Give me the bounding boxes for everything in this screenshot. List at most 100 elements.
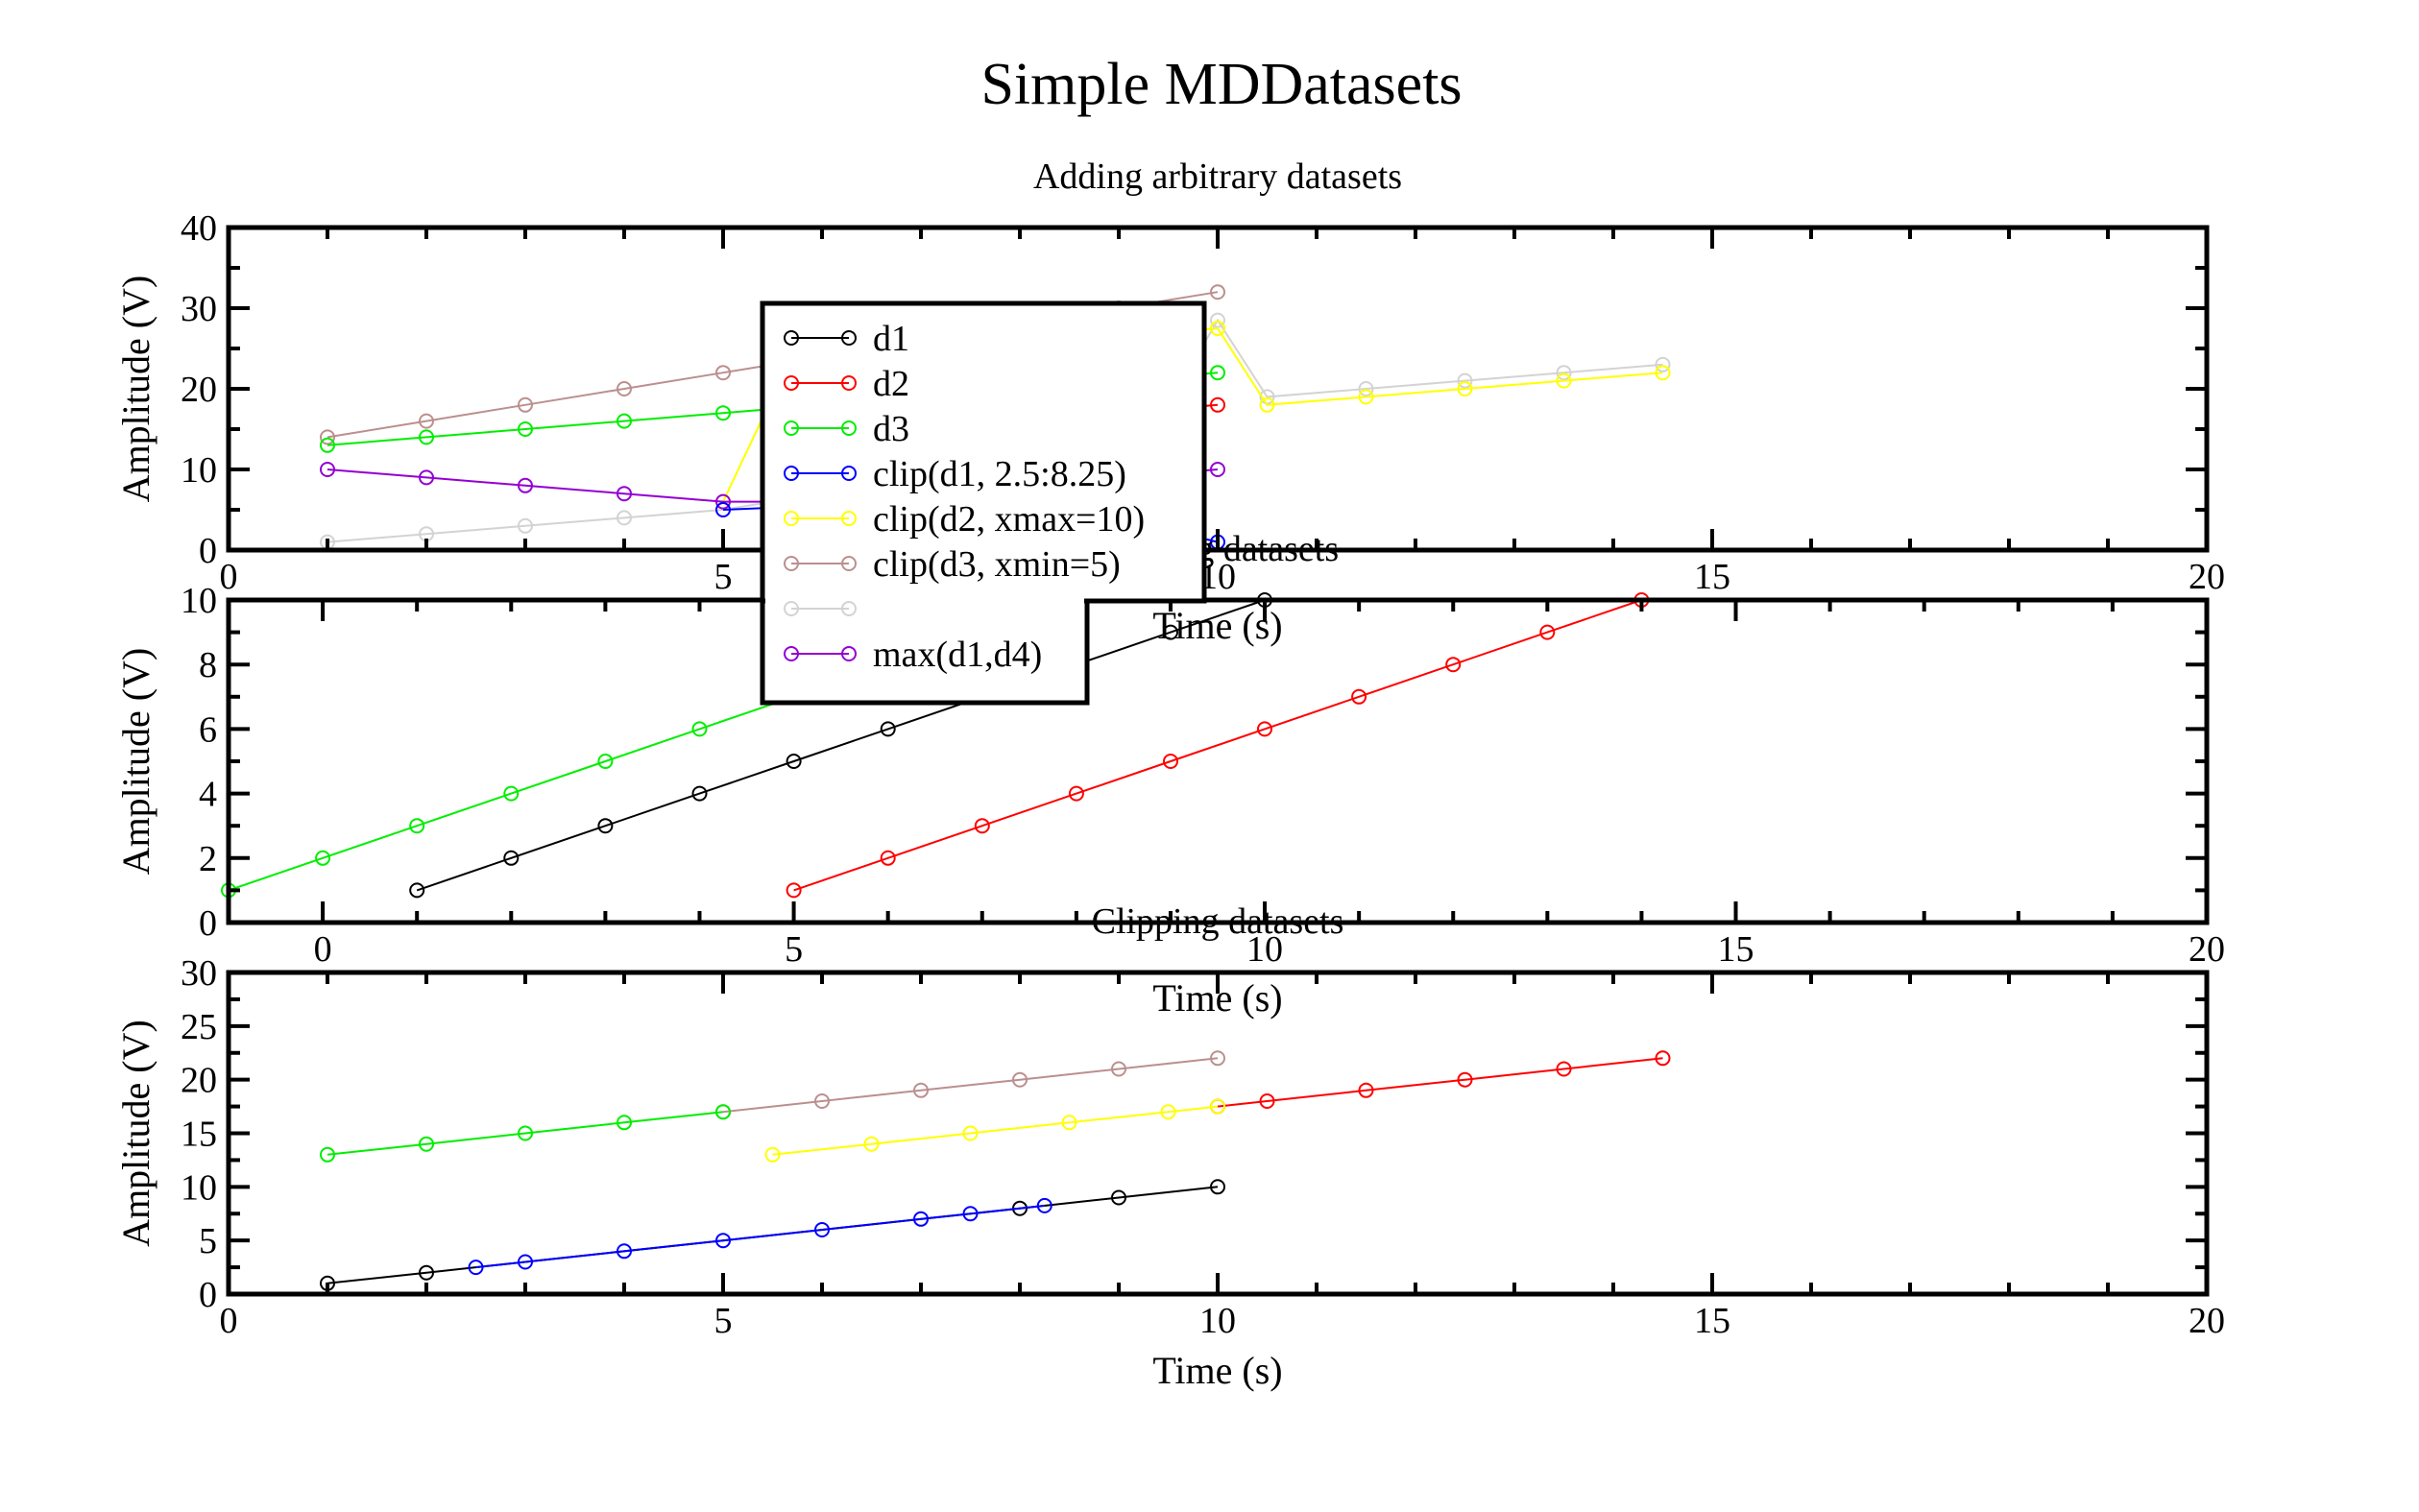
data-point — [617, 1243, 632, 1260]
y-tick-label: 20 — [181, 1061, 217, 1101]
legend-entry: clip(d3, xmin=5) — [784, 544, 1121, 585]
x-tick-label: 20 — [2189, 929, 2225, 970]
data-point — [1556, 1061, 1572, 1077]
data-point — [1210, 1098, 1225, 1115]
data-point — [715, 405, 731, 421]
legend-entry: clip(d2, xmax=10) — [784, 499, 1145, 540]
data-point — [518, 421, 533, 437]
legend-marker — [841, 556, 857, 571]
data-point — [320, 437, 335, 453]
legend-label: clip(d2, xmax=10) — [873, 499, 1145, 540]
legend-entry: d2 — [784, 364, 909, 404]
data-point — [863, 1136, 880, 1152]
data-point — [880, 850, 896, 866]
data-point — [1163, 624, 1178, 640]
data-point — [880, 721, 896, 737]
series-line — [475, 1204, 1045, 1269]
data-point — [1210, 1050, 1225, 1067]
data-point — [1259, 396, 1275, 413]
data-point — [1556, 365, 1572, 381]
data-point — [617, 486, 632, 502]
data-point — [518, 477, 533, 493]
data-point — [1457, 372, 1473, 389]
data-point — [518, 1254, 533, 1270]
x-tick-label: 5 — [785, 929, 803, 970]
data-point — [962, 1206, 979, 1222]
legend-marker — [841, 420, 857, 436]
data-point — [320, 429, 335, 445]
data-point — [1210, 284, 1225, 300]
data-point — [503, 850, 520, 866]
x-tick-label: 0 — [220, 557, 238, 597]
plot-frame — [226, 225, 2210, 553]
data-point — [468, 1260, 484, 1276]
legend-marker — [784, 646, 799, 661]
figure-title: Simple MDDatasets — [980, 52, 1462, 117]
plot-title: Adding arbitrary datasets — [1033, 156, 1402, 197]
legend-label: d1 — [873, 319, 909, 359]
x-tick-label: 20 — [2189, 1301, 2225, 1341]
data-point — [1210, 462, 1225, 477]
legend: d1 d2 d3 clip(d1, 2.5:8.25) clip(d2, xmax=10… — [760, 300, 1207, 706]
data-point — [1358, 1082, 1374, 1098]
legend-marker — [841, 375, 857, 391]
data-point — [1111, 1061, 1126, 1077]
y-tick-label: 10 — [181, 450, 217, 491]
data-point — [1061, 1115, 1077, 1131]
legend-label: clip(d3, xmin=5) — [873, 544, 1121, 585]
data-point — [1210, 312, 1225, 328]
data-point — [597, 754, 614, 769]
data-point — [518, 517, 533, 534]
x-axis-label: Time (s) — [1152, 1349, 1282, 1392]
series-red — [786, 592, 1650, 899]
legend-entry: d1 — [784, 319, 909, 359]
data-point — [1358, 381, 1374, 396]
y-tick-label: 40 — [181, 208, 217, 249]
data-point — [1210, 1179, 1225, 1195]
data-point — [419, 469, 434, 486]
data-point — [1457, 381, 1473, 396]
data-point — [1351, 688, 1367, 705]
data-point — [1111, 1189, 1126, 1206]
data-point — [913, 1082, 929, 1098]
data-point — [518, 396, 533, 413]
legend-box — [760, 300, 1207, 604]
series-line — [793, 599, 1642, 892]
data-point — [1068, 785, 1084, 802]
series-line — [1217, 1057, 1663, 1108]
y-tick-label: 25 — [181, 1007, 217, 1047]
data-point — [1257, 721, 1272, 737]
series-blue — [468, 1197, 1052, 1276]
data-point — [715, 1233, 731, 1249]
data-point — [320, 462, 335, 477]
legend-label: d3 — [873, 409, 909, 449]
data-point — [617, 1115, 632, 1131]
legend-label: clip(d1, 2.5:8.25) — [873, 454, 1126, 494]
data-point — [419, 429, 434, 445]
data-point — [715, 1104, 731, 1120]
data-point — [518, 1125, 533, 1141]
data-point — [597, 818, 614, 834]
legend-label: max(d1,d4) — [873, 635, 1042, 675]
x-tick-label: 5 — [714, 1301, 733, 1341]
data-point — [617, 413, 632, 429]
legend-entry — [784, 601, 857, 616]
legend-marker — [784, 330, 799, 346]
legend-marker — [841, 601, 857, 616]
y-tick-label: 15 — [181, 1115, 217, 1155]
data-point — [1210, 396, 1225, 413]
series-red — [1210, 1050, 1671, 1115]
data-point — [764, 1146, 781, 1163]
data-point — [691, 721, 708, 737]
data-point — [409, 882, 425, 899]
data-point — [1160, 1104, 1176, 1120]
x-tick-label: 15 — [1718, 929, 1754, 970]
legend-entry: d3 — [784, 409, 909, 449]
y-tick-label: 0 — [199, 903, 217, 944]
data-point — [1457, 1071, 1473, 1088]
legend-marker — [784, 556, 799, 571]
series-line — [772, 1105, 1219, 1156]
data-point — [1655, 1050, 1671, 1067]
data-point — [419, 413, 434, 429]
legend-marker — [784, 420, 799, 436]
